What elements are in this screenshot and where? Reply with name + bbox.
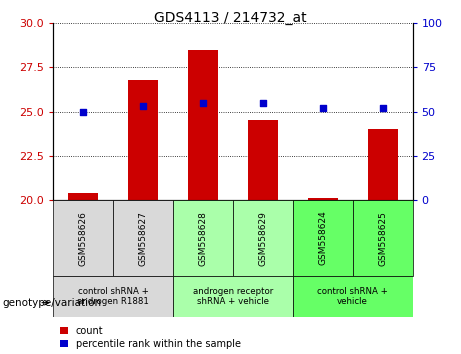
- Bar: [248, 120, 278, 200]
- Bar: [173, 200, 233, 276]
- Point: [199, 100, 207, 105]
- Bar: [53, 276, 173, 317]
- Bar: [173, 276, 293, 317]
- Bar: [68, 193, 98, 200]
- Text: GSM558627: GSM558627: [138, 211, 148, 266]
- Point: [79, 109, 87, 114]
- Text: control shRNA +
vehicle: control shRNA + vehicle: [317, 287, 388, 306]
- Point: [139, 103, 147, 109]
- Bar: [188, 50, 218, 200]
- Bar: [128, 80, 158, 200]
- Bar: [53, 200, 113, 276]
- Bar: [233, 200, 293, 276]
- Text: GSM558628: GSM558628: [198, 211, 207, 266]
- Bar: [308, 198, 337, 200]
- Point: [319, 105, 326, 111]
- Text: genotype/variation: genotype/variation: [2, 298, 101, 308]
- Bar: [368, 129, 398, 200]
- Text: GSM558624: GSM558624: [318, 211, 327, 266]
- Text: control shRNA +
androgen R1881: control shRNA + androgen R1881: [77, 287, 149, 306]
- Bar: [293, 200, 353, 276]
- Bar: [353, 200, 413, 276]
- Bar: [293, 276, 413, 317]
- Text: GDS4113 / 214732_at: GDS4113 / 214732_at: [154, 11, 307, 25]
- Legend: count, percentile rank within the sample: count, percentile rank within the sample: [60, 326, 241, 349]
- Text: androgen receptor
shRNA + vehicle: androgen receptor shRNA + vehicle: [193, 287, 273, 306]
- Point: [379, 105, 386, 111]
- Text: GSM558626: GSM558626: [78, 211, 88, 266]
- Text: GSM558629: GSM558629: [258, 211, 267, 266]
- Text: GSM558625: GSM558625: [378, 211, 387, 266]
- Bar: [113, 200, 173, 276]
- Point: [259, 100, 266, 105]
